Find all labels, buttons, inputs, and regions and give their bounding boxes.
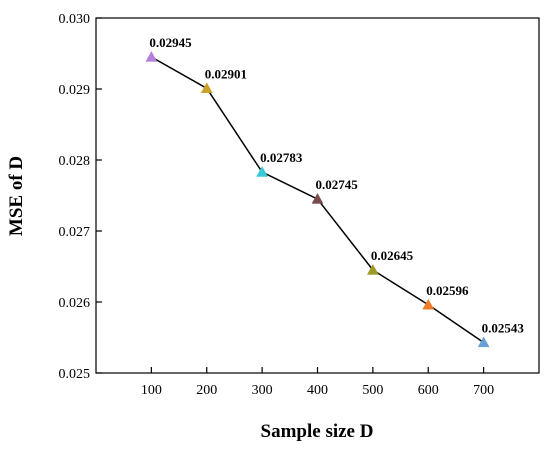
x-axis-title: Sample size D (261, 421, 374, 442)
x-tick-label: 400 (307, 383, 328, 398)
y-tick-label: 0.026 (59, 296, 91, 311)
y-tick-label: 0.030 (59, 12, 91, 27)
x-tick-label: 700 (473, 383, 494, 398)
data-point-marker (366, 264, 379, 275)
x-tick-label: 300 (252, 383, 273, 398)
x-tick-label: 200 (196, 383, 217, 398)
data-point-marker (422, 298, 435, 310)
data-point-label: 0.02901 (205, 66, 247, 81)
data-point-marker (477, 336, 490, 348)
data-point-label: 0.02645 (371, 248, 414, 263)
data-labels: 0.02945 0.02901 0.02783 0.02745 0.02645 0.025… (149, 35, 524, 335)
data-point-marker (311, 193, 324, 204)
data-point-label: 0.02596 (426, 283, 469, 298)
data-point-marker (200, 82, 213, 93)
data-markers (145, 51, 490, 348)
y-tick-label: 0.029 (59, 83, 91, 98)
y-axis-ticks: 0.025 0.026 0.027 0.028 0.029 0.030 (59, 12, 102, 382)
data-point-label: 0.02783 (260, 150, 303, 165)
x-tick-label: 500 (362, 383, 383, 398)
y-tick-label: 0.028 (59, 154, 91, 169)
x-tick-label: 600 (418, 383, 439, 398)
data-point-label: 0.02945 (149, 35, 192, 50)
x-tick-label: 100 (141, 383, 162, 398)
y-tick-label: 0.027 (59, 225, 91, 240)
data-point-marker (145, 51, 158, 62)
data-point-label: 0.02543 (482, 320, 525, 335)
x-axis-ticks: 100 200 300 400 500 600 700 (141, 367, 494, 398)
y-tick-label: 0.025 (59, 367, 91, 382)
y-axis-title: MSE of D (6, 156, 27, 236)
data-point-label: 0.02745 (316, 177, 359, 192)
data-point-marker (256, 166, 269, 177)
